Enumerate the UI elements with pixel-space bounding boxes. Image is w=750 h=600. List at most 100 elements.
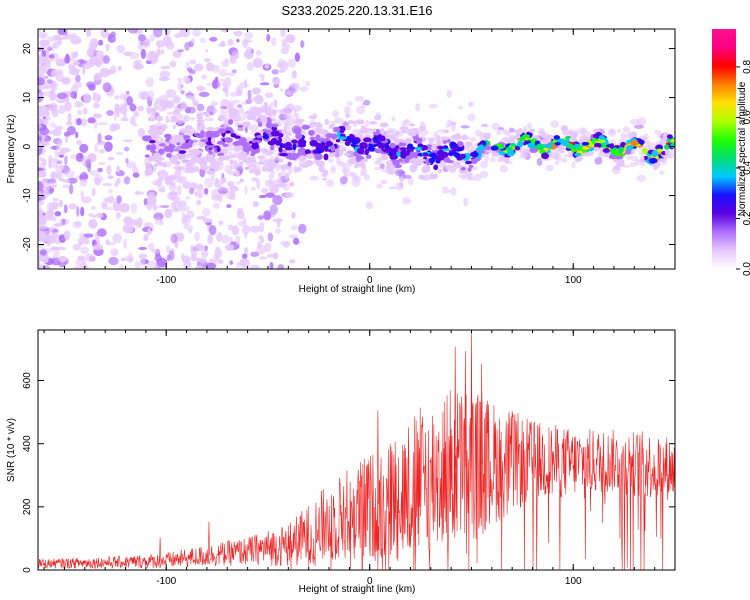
spectrogram-ridge-blob (208, 131, 217, 139)
spectrogram-ridge-blob (428, 157, 436, 164)
spectrogram-noise-blob (204, 245, 208, 251)
spectrogram-halo-blob (238, 82, 249, 89)
spectrogram-halo-blob (536, 157, 543, 166)
spectrogram-noise-blob (185, 77, 191, 85)
spectrogram-noise-blob (73, 265, 85, 269)
spectrogram-ridge-blob (394, 130, 400, 136)
spectrogram-ridge-blob (224, 137, 234, 143)
spectrogram-noise-blob (91, 187, 96, 197)
spectrogram-noise-blob (263, 210, 272, 221)
spectrogram-ridge-blob (271, 118, 276, 122)
spectrogram-noise-blob (198, 257, 207, 264)
spectrogram-ridge-blob (602, 148, 610, 153)
spectrogram-noise-blob (105, 206, 114, 211)
spectrogram-halo-blob (206, 82, 211, 86)
spectrogram-halo-blob (636, 174, 647, 182)
spectrogram-noise-blob (272, 218, 283, 223)
spectrogram-halo-blob (479, 170, 489, 179)
spectrogram-noise-blob (43, 43, 52, 51)
spectrogram-ridge-blob (405, 155, 412, 159)
spectrogram-noise-blob (166, 245, 171, 254)
spectrogram-ridge-blob (305, 153, 315, 159)
spectrogram-noise-blob (196, 199, 202, 206)
spectrogram-ridge-blob (441, 147, 450, 152)
spectrogram-noise-blob (176, 185, 182, 196)
spectrogram-noise-blob (75, 74, 81, 83)
spectrogram-noise-blob (280, 47, 289, 55)
spectrogram-ridge-blob (418, 174, 426, 180)
spectrogram-ridge-blob (171, 118, 178, 122)
spectrogram-noise-blob (123, 146, 130, 152)
spectrogram-noise-blob (38, 123, 43, 130)
spectrogram-noise-blob (97, 228, 107, 237)
spectrogram-noise-blob (155, 49, 161, 57)
spectrogram-ridge-blob (379, 122, 389, 128)
spectrogram-noise-blob (86, 47, 95, 58)
spectrogram-ridge-blob (456, 157, 463, 161)
spectrogram-ridge-blob (327, 141, 334, 147)
spectrogram-noise-blob (80, 246, 90, 255)
spectrogram-ridge-blob (427, 143, 432, 148)
spectrogram-halo-blob (509, 127, 515, 133)
spectrogram-halo-blob (545, 164, 554, 172)
spectrogram-ridge-blob (414, 146, 423, 151)
spectrogram-blob-layer (38, 29, 675, 269)
spectrogram-ridge-blob (165, 175, 170, 182)
spectrogram-halo-blob (441, 188, 451, 194)
spectrogram-noise-blob (38, 77, 46, 86)
spectrogram-noise-blob (269, 185, 280, 194)
spectrogram-noise-blob (137, 91, 147, 100)
spectrogram-ridge-blob (359, 142, 368, 150)
spectrogram-noise-blob (63, 230, 71, 241)
spectrogram-noise-blob (233, 30, 243, 37)
spectrogram-noise-blob (38, 46, 44, 52)
spectrogram-halo-blob (249, 124, 259, 132)
spectrogram-noise-blob (98, 39, 104, 46)
spectrogram-ridge-blob (199, 141, 205, 148)
spectrogram-halo-blob (469, 137, 477, 142)
spectrogram-halo-blob (496, 129, 502, 136)
spectrogram-noise-blob (43, 67, 47, 74)
spectrogram-noise-blob (272, 194, 283, 206)
spectrogram-noise-blob (156, 170, 161, 176)
spectrogram-noise-blob (122, 139, 133, 143)
spectrogram-noise-blob (195, 243, 204, 249)
spectrogram-halo-blob (242, 112, 247, 121)
spectrogram-noise-blob (260, 187, 269, 194)
spectrogram-ridge-blob (530, 138, 536, 144)
spectrogram-noise-blob (112, 233, 122, 244)
spectrogram-noise-blob (50, 225, 54, 232)
spectrogram-ridge-blob (208, 150, 213, 155)
spectrogram-noise-blob (116, 212, 121, 219)
spectrogram-halo-blob (177, 119, 182, 125)
spectrogram-halo-blob (166, 111, 175, 115)
spectrogram-y-tick-label: -20 (22, 237, 33, 252)
spectrogram-ridge-blob (284, 141, 292, 149)
spectrogram-noise-blob (259, 256, 268, 260)
snr-x-tick-label: 100 (565, 576, 582, 587)
spectrogram-noise-blob (80, 206, 85, 217)
spectrogram-noise-blob (78, 240, 82, 247)
spectrogram-ridge-blob (357, 147, 365, 155)
spectrogram-noise-blob (161, 49, 165, 55)
spectrogram-noise-blob (133, 63, 144, 70)
spectrogram-y-tick-label: 10 (22, 92, 33, 104)
spectrogram-y-ticks: -20 -10 0 10 20 (22, 43, 675, 252)
spectrogram-noise-blob (158, 188, 166, 193)
spectrogram-ridge-blob (216, 140, 226, 145)
spectrogram-y-tick-label: -10 (22, 188, 33, 203)
spectrogram-ridge-blob (429, 152, 437, 158)
spectrogram-y-tick-label: 20 (22, 43, 33, 55)
spectrogram-ridge-blob (365, 154, 372, 159)
spectrogram-noise-blob (110, 248, 119, 257)
spectrogram-ridge-blob (349, 120, 357, 125)
spectrogram-noise-blob (76, 118, 82, 126)
spectrogram-ridge-blob (574, 143, 580, 149)
spectrogram-ridge-blob (528, 128, 536, 133)
spectrogram-noise-blob (191, 38, 196, 44)
snr-x-tick-label: -100 (156, 576, 176, 587)
spectrogram-noise-blob (85, 159, 92, 169)
spectrogram-ridge-blob (200, 138, 208, 143)
spectrogram-noise-blob (58, 150, 66, 155)
spectrogram-noise-blob (74, 39, 82, 44)
